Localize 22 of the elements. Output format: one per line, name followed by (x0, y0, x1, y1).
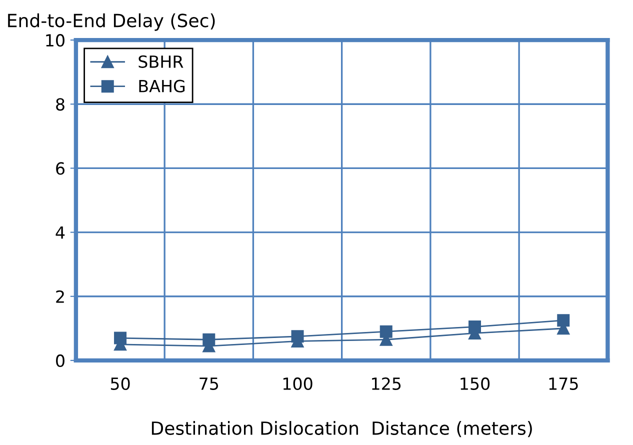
y-tick-label: 0 (56, 354, 64, 368)
y-tick-label: 10 (46, 34, 64, 47)
point (380, 325, 392, 338)
point (468, 320, 481, 334)
point (557, 314, 570, 327)
x-tick-label: 50 (110, 377, 130, 390)
chart-title: End-to-End Delay (Sec) (8, 13, 215, 31)
y-tick-label: 8 (56, 98, 64, 111)
point (291, 330, 304, 343)
y-tick-label: 6 (56, 162, 64, 175)
legend-label: BAHG (139, 80, 185, 92)
y-tick-label: 4 (56, 226, 65, 239)
x-tick-label: 125 (372, 377, 401, 390)
x-axis-title: Destination Dislocation Distance (meters) (152, 421, 532, 438)
y-tick-label: 2 (56, 290, 64, 303)
point (202, 333, 216, 346)
x-tick-label: 175 (549, 378, 578, 390)
x-tick-label: 75 (200, 378, 218, 390)
legend-label: SBHR (138, 55, 184, 68)
point (114, 332, 127, 344)
x-tick-label: 150 (460, 377, 490, 390)
x-tick-label: 100 (283, 377, 312, 390)
